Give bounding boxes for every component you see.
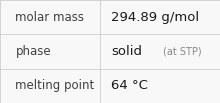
Text: melting point: melting point [15, 79, 95, 92]
Text: 294.89 g/mol: 294.89 g/mol [111, 11, 199, 24]
Text: 64 °C: 64 °C [111, 79, 148, 92]
Text: solid: solid [111, 45, 142, 58]
Text: phase: phase [15, 45, 51, 58]
Text: molar mass: molar mass [15, 11, 84, 24]
Text: (at STP): (at STP) [163, 46, 202, 57]
